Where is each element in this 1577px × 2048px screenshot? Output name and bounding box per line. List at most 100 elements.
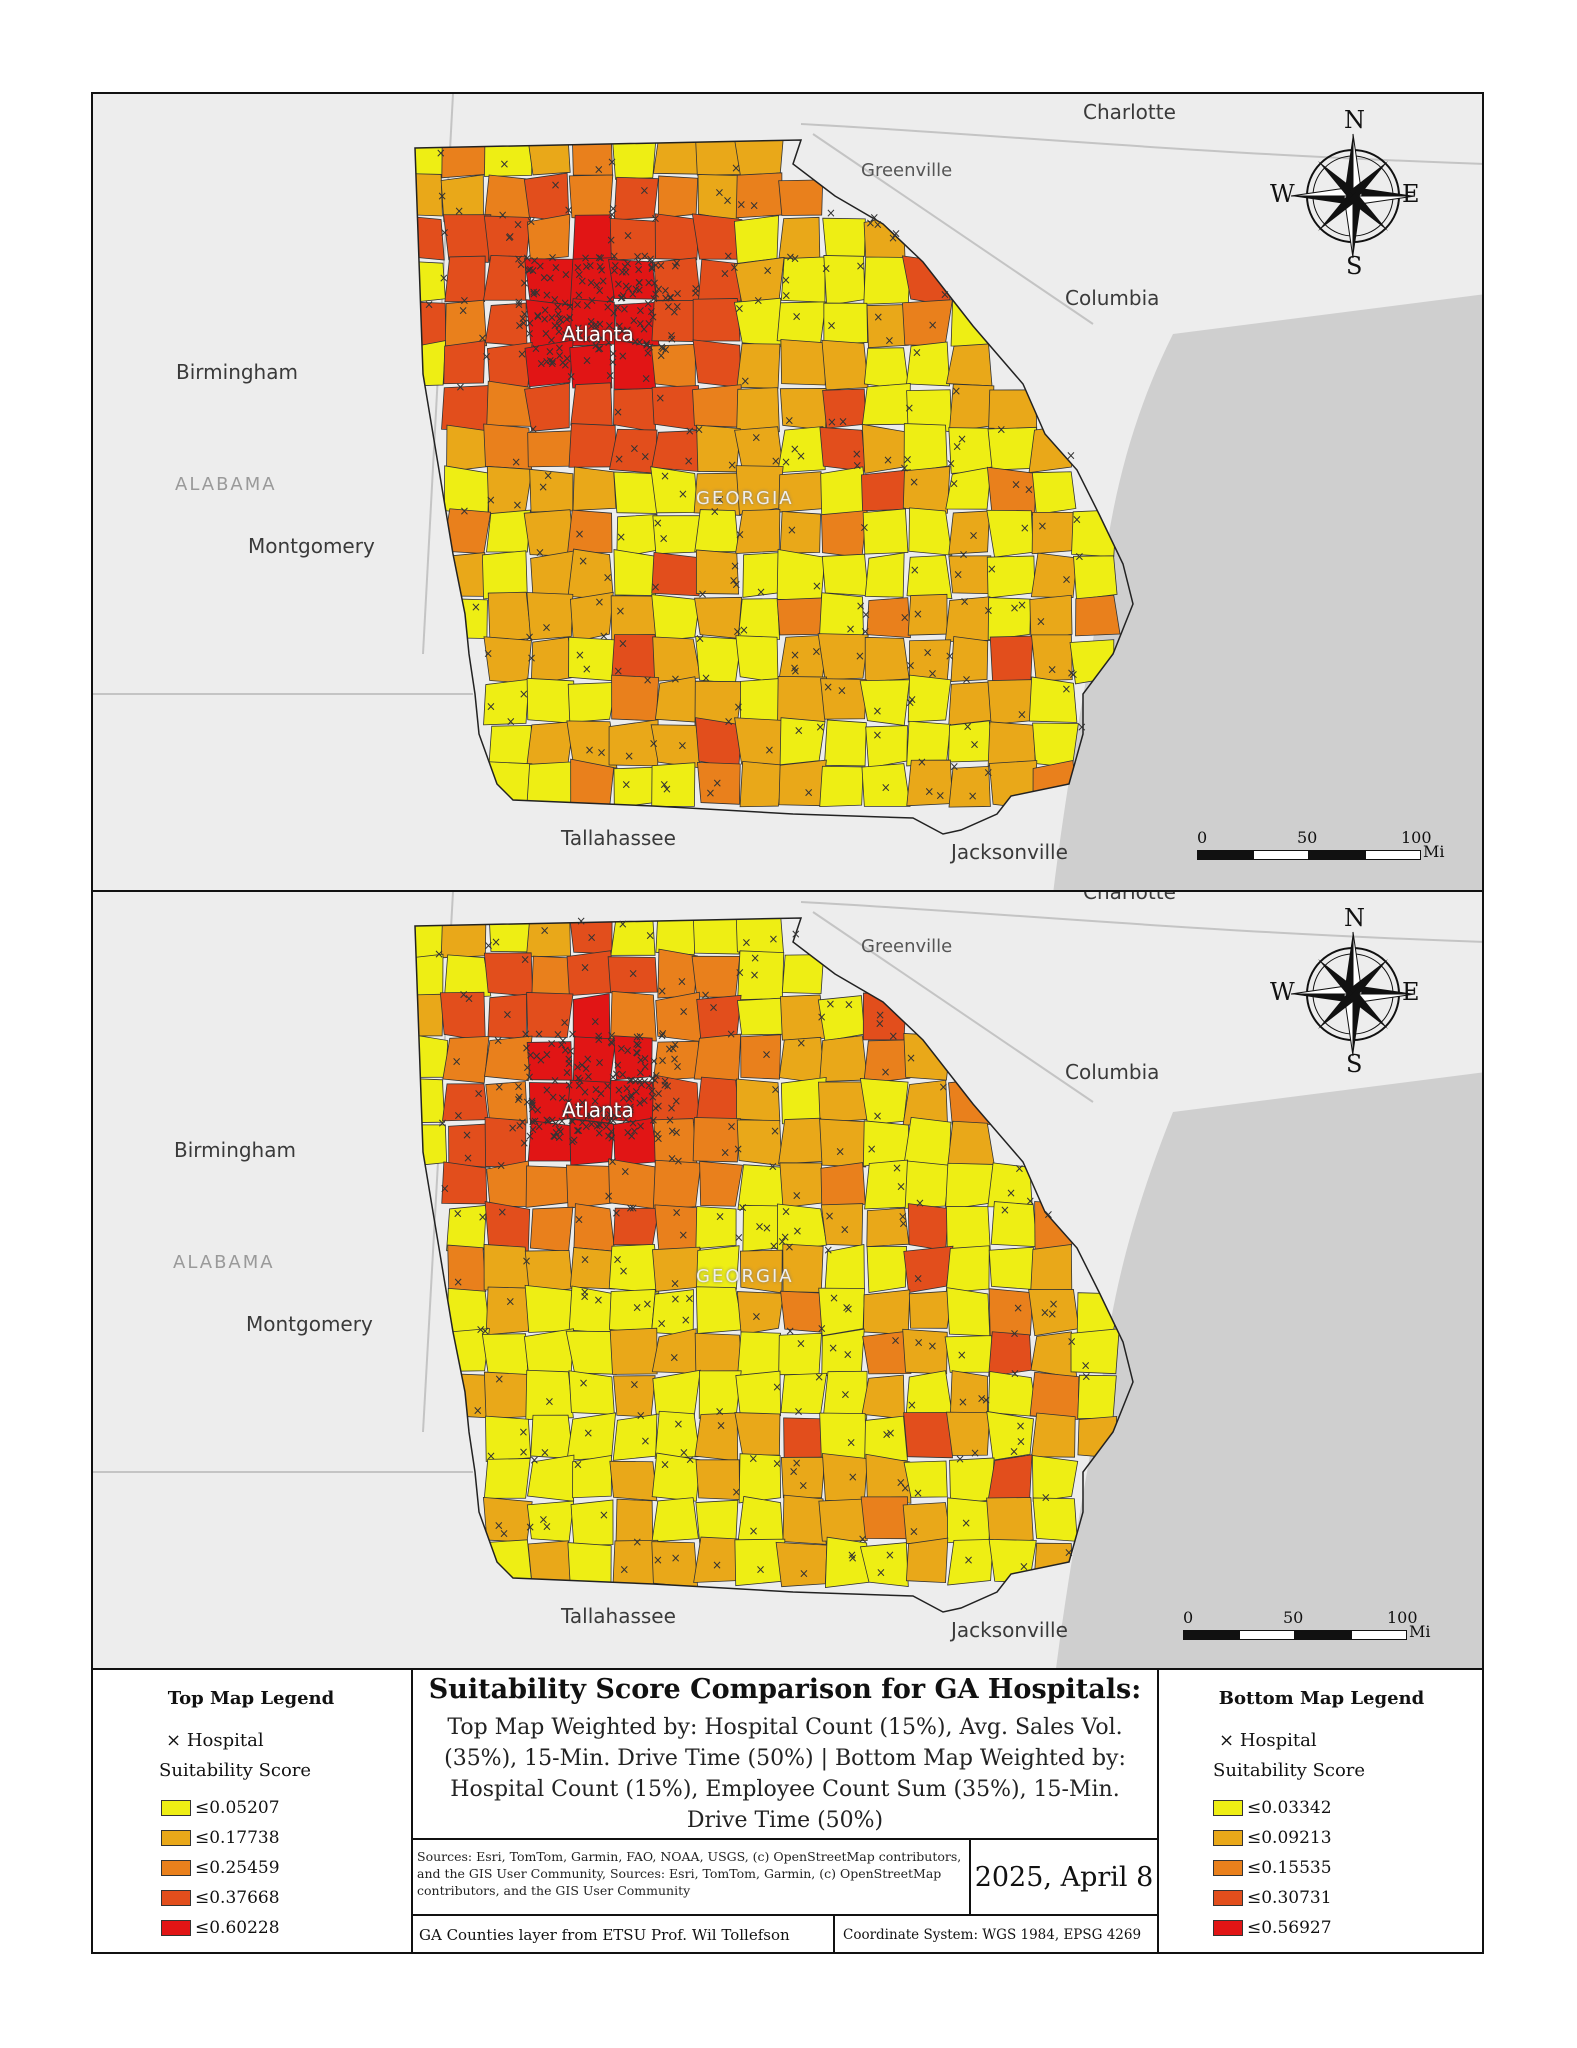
county-polygon: [651, 1497, 699, 1543]
hospital-marker: ×: [631, 1045, 641, 1059]
hospital-marker: ×: [632, 1030, 642, 1044]
county-polygon: [859, 1077, 909, 1126]
hospital-marker: ×: [735, 528, 745, 542]
hospital-marker: ×: [612, 1253, 622, 1267]
hospital-marker: ×: [625, 1073, 635, 1087]
hospital-marker: ×: [522, 1060, 532, 1074]
hospital-marker: ×: [591, 339, 601, 353]
hospital-marker: ×: [1014, 1161, 1024, 1175]
hospital-marker: ×: [856, 259, 866, 273]
scale-tick-50: 50: [1297, 828, 1318, 847]
bottom-map[interactable]: × × × × × × × × × × × × × × × × × × × × × × × × × × × × × × × × × × × × × × × ×…: [91, 890, 1484, 1670]
hospital-marker: ×: [875, 1017, 885, 1031]
legend-score-label: Suitability Score: [159, 1760, 312, 1781]
hospital-marker: ×: [790, 664, 800, 678]
hospital-marker: ×: [562, 351, 572, 365]
county-polygon: [1031, 634, 1073, 682]
hospital-marker: ×: [643, 346, 653, 360]
compass-e: E: [1402, 978, 1420, 1006]
legend-class-label: ≤0.17738: [195, 1828, 280, 1848]
hospital-marker: ×: [606, 1035, 616, 1049]
hospital-marker: ×: [755, 1562, 765, 1576]
hospital-marker: ×: [794, 723, 804, 737]
hospital-marker: ×: [617, 290, 627, 304]
swatch: [1213, 1860, 1243, 1876]
hospital-marker: ×: [647, 261, 657, 275]
hospital-marker: ×: [741, 936, 751, 950]
hospital-marker: ×: [524, 1070, 534, 1084]
hospital-marker: ×: [464, 992, 474, 1006]
hospital-marker: ×: [614, 452, 624, 466]
hospital-marker: ×: [958, 1395, 968, 1409]
hospital-marker: ×: [1043, 1207, 1053, 1221]
hospital-marker: ×: [715, 493, 725, 507]
legend-class-2: ≤0.17738: [161, 1826, 280, 1850]
hospital-marker: ×: [900, 610, 910, 624]
hospital-marker: ×: [669, 1350, 679, 1364]
county-polygon: [947, 1120, 996, 1169]
place-alabama: ALABAMA: [173, 1252, 275, 1273]
county-polygon: [1073, 555, 1118, 600]
county-polygon: [443, 340, 486, 385]
hospital-marker: ×: [796, 1036, 806, 1050]
hospital-marker: ×: [632, 1046, 642, 1060]
county-polygon: [863, 1039, 911, 1085]
hospital-marker: ×: [669, 1052, 679, 1066]
hospital-marker: ×: [1019, 1560, 1029, 1574]
county-polygon: [526, 213, 571, 261]
hospital-marker: ×: [619, 1563, 629, 1577]
top-map[interactable]: × × × × × × × × × × × × × × × × × × × × × × × × × × × × × × × × × × × × × × × ×…: [91, 92, 1484, 892]
hospital-marker: ×: [565, 1044, 575, 1058]
hospital-marker: ×: [844, 998, 854, 1012]
county-polygon: [948, 765, 991, 808]
hospital-x-icon: ×: [166, 1730, 182, 1751]
hospital-marker: ×: [583, 1426, 593, 1440]
hospital-marker: ×: [1047, 1307, 1057, 1321]
hospital-marker: ×: [496, 1158, 506, 1172]
hospital-marker: ×: [949, 477, 959, 491]
hospital-marker: ×: [662, 782, 672, 796]
hospital-marker: ×: [647, 1084, 657, 1098]
hospital-marker: ×: [738, 1200, 748, 1214]
hospital-marker: ×: [538, 1513, 548, 1527]
county-polygon: [568, 1285, 616, 1334]
county-polygon: [782, 1494, 827, 1545]
county-polygon: [859, 1542, 909, 1587]
county-polygon: [483, 423, 533, 470]
county-polygon: [483, 1371, 532, 1419]
hospital-marker: ×: [720, 1145, 730, 1159]
hospital-marker: ×: [616, 530, 626, 544]
hospital-marker: ×: [784, 1240, 794, 1254]
north-arrow-compass: N E S W: [1270, 106, 1428, 280]
hospital-marker: ×: [749, 968, 759, 982]
hospital-marker: ×: [660, 1074, 670, 1088]
county-polygon: [695, 1206, 737, 1250]
scale-tick-0: 0: [1197, 828, 1208, 847]
hospital-marker: ×: [770, 1083, 780, 1097]
county-polygon: [652, 515, 701, 555]
county-polygon: [820, 1162, 866, 1210]
hospital-marker: ×: [604, 318, 614, 332]
hospital-marker: ×: [437, 1116, 447, 1130]
hospital-marker: ×: [645, 340, 655, 354]
hospital-marker: ×: [653, 1127, 663, 1141]
hospital-marker: ×: [951, 384, 961, 398]
hospital-marker: ×: [530, 1114, 540, 1128]
hospital-marker: ×: [582, 332, 592, 346]
hospital-marker: ×: [605, 293, 615, 307]
county-polygon: [695, 549, 740, 595]
hospital-marker: ×: [655, 391, 665, 405]
hospital-marker: ×: [678, 1228, 688, 1242]
hospital-marker: ×: [499, 1527, 509, 1541]
hospital-marker: ×: [625, 1100, 635, 1114]
hospital-marker: ×: [790, 251, 800, 265]
county-polygon: [1030, 552, 1078, 599]
hospital-marker: ×: [540, 924, 550, 938]
hospital-marker: ×: [541, 326, 551, 340]
hospital-marker: ×: [493, 1033, 503, 1047]
county-polygon: [865, 1453, 912, 1504]
hospital-marker: ×: [679, 1004, 689, 1018]
scale-unit: Mi: [1409, 1622, 1431, 1641]
hospital-marker: ×: [968, 529, 978, 543]
county-polygon: [527, 430, 574, 468]
